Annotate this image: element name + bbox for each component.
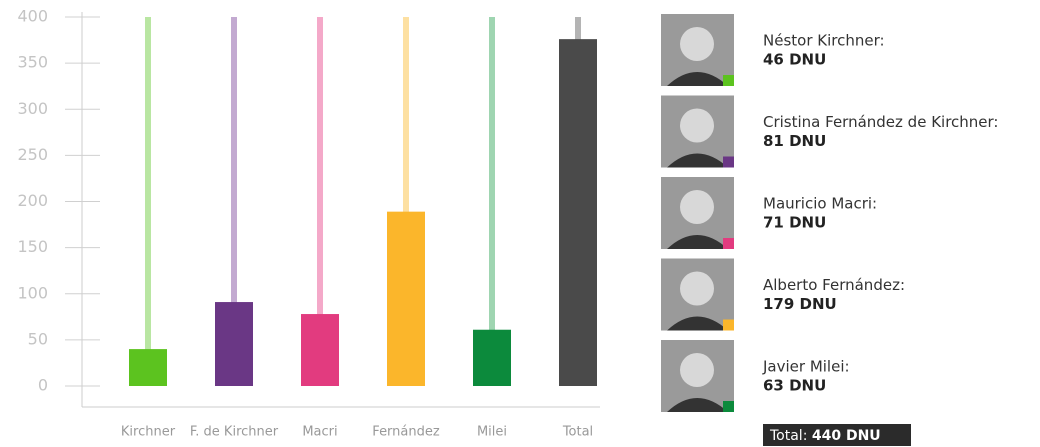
bar bbox=[129, 349, 167, 386]
portrait-head bbox=[680, 109, 714, 143]
bar bbox=[387, 212, 425, 386]
y-tick-label: 0 bbox=[38, 376, 48, 395]
y-tick-label: 150 bbox=[17, 237, 48, 256]
legend-swatch bbox=[723, 157, 734, 168]
x-tick-label: Milei bbox=[477, 425, 507, 440]
legend-swatch bbox=[723, 75, 734, 86]
legend-value: 71 DNU bbox=[763, 214, 826, 232]
legend-name: Javier Milei: bbox=[762, 358, 850, 376]
y-tick-label: 300 bbox=[17, 99, 48, 118]
x-tick-label: Macri bbox=[302, 425, 337, 440]
total-label: Total: bbox=[769, 428, 807, 444]
y-tick-label: 400 bbox=[17, 7, 48, 26]
portrait-head bbox=[680, 190, 714, 224]
x-tick-label: Total bbox=[562, 425, 593, 440]
legend-name: Cristina Fernández de Kirchner: bbox=[763, 113, 998, 131]
y-tick-label: 100 bbox=[17, 283, 48, 302]
chart: Total: 440 DNU 0 50 100 150 200 250 300 350 400 K… bbox=[0, 0, 1040, 447]
legend-name: Néstor Kirchner: bbox=[763, 32, 885, 50]
legend-name: Alberto Fernández: bbox=[763, 276, 905, 294]
bar bbox=[301, 314, 339, 386]
legend-value: 46 DNU bbox=[763, 51, 826, 69]
legend-swatch bbox=[723, 238, 734, 249]
bar-track bbox=[145, 17, 151, 386]
x-tick-label: Fernández bbox=[372, 425, 440, 440]
bar bbox=[559, 39, 597, 386]
legend-swatch bbox=[723, 401, 734, 412]
y-tick-label: 350 bbox=[17, 53, 48, 72]
y-tick-label: 50 bbox=[28, 329, 48, 348]
bar bbox=[215, 302, 253, 386]
portrait-head bbox=[680, 27, 714, 61]
legend-swatch bbox=[723, 320, 734, 331]
total-value: 440 DNU bbox=[812, 428, 881, 444]
legend-value: 63 DNU bbox=[763, 377, 826, 395]
legend-value: 81 DNU bbox=[763, 132, 826, 150]
portrait-head bbox=[680, 353, 714, 387]
portrait-head bbox=[680, 272, 714, 306]
bar bbox=[473, 330, 511, 386]
y-tick-label: 250 bbox=[17, 145, 48, 164]
x-tick-label: Kirchner bbox=[121, 425, 176, 440]
total-text: Total: 440 DNU bbox=[769, 428, 881, 444]
y-tick-label: 200 bbox=[17, 191, 48, 210]
legend-value: 179 DNU bbox=[763, 295, 837, 313]
x-tick-label: F. de Kirchner bbox=[190, 425, 279, 440]
legend-name: Mauricio Macri: bbox=[763, 195, 877, 213]
